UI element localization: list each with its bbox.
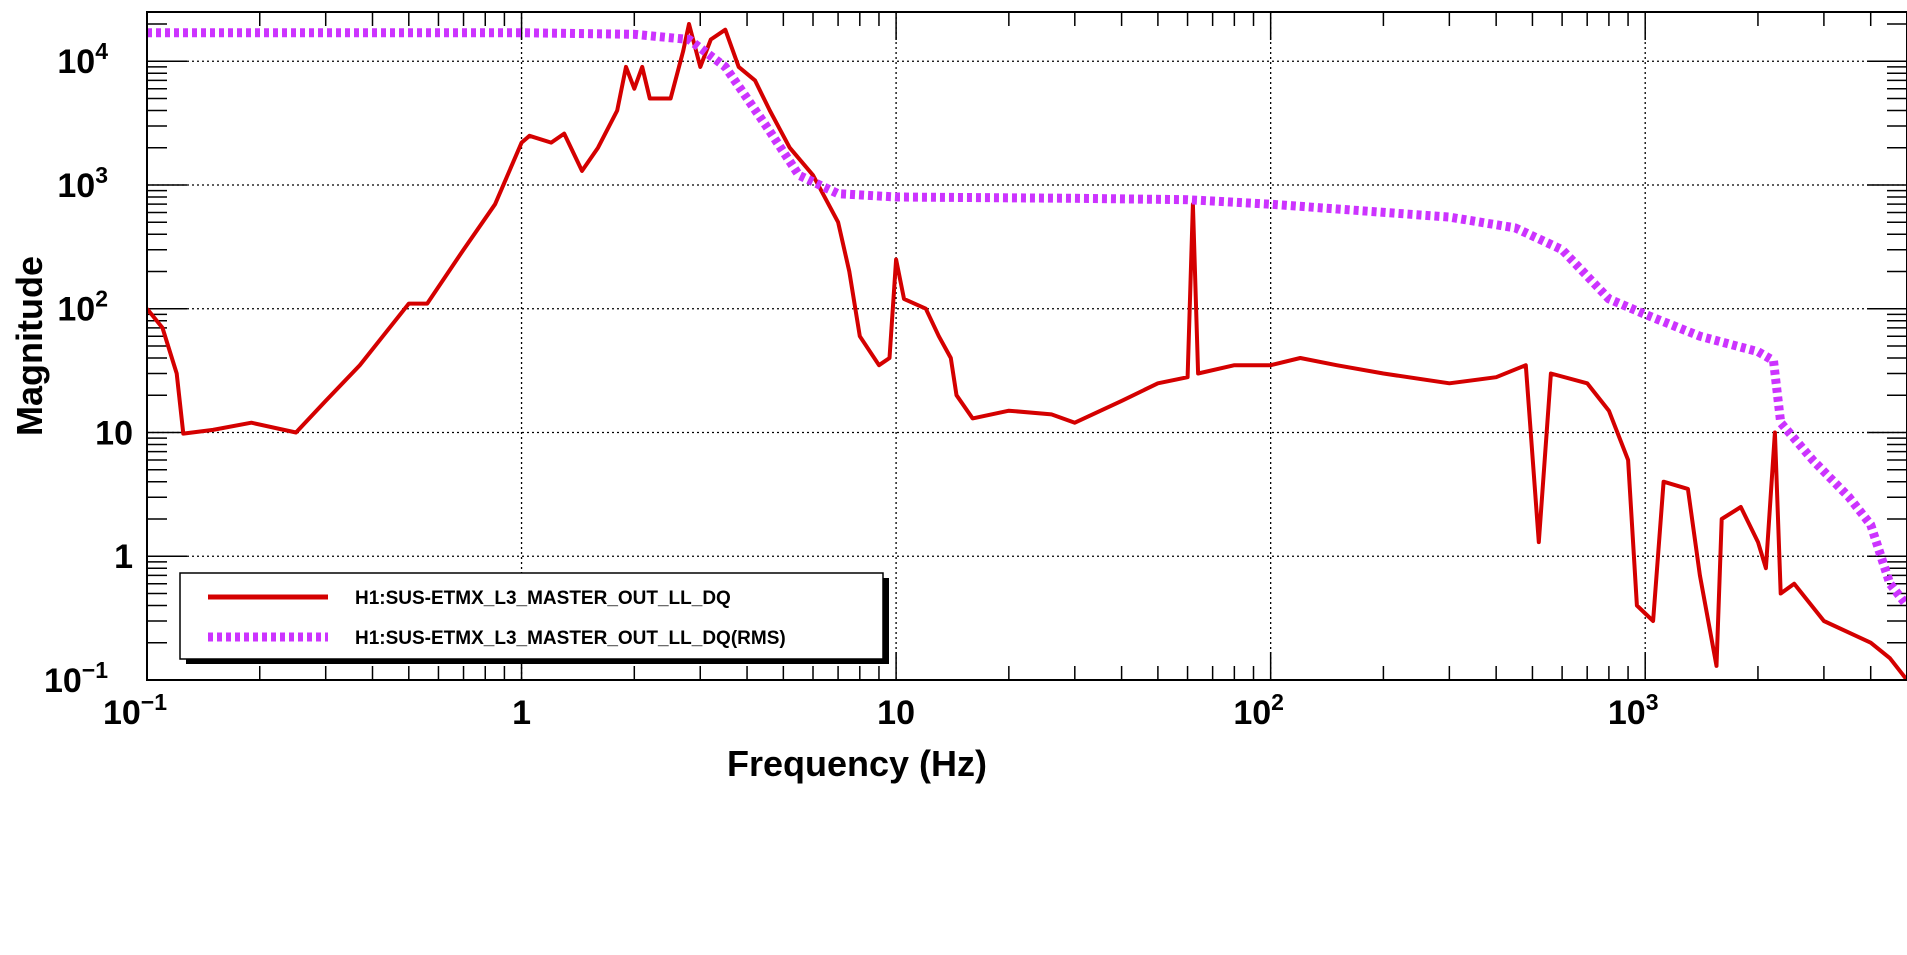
grid-lines — [147, 12, 1907, 680]
axis-ticks — [146, 12, 1907, 681]
x-tick-labels: 10−1 1 10 102 103 — [103, 689, 1659, 732]
x-tick-label: 102 — [1233, 689, 1284, 732]
legend-label-series-1: H1:SUS-ETMX_L3_MASTER_OUT_LL_DQ — [355, 588, 731, 609]
y-tick-label: 103 — [57, 162, 108, 205]
x-tick-label: 103 — [1608, 689, 1659, 732]
legend-label-series-2: H1:SUS-ETMX_L3_MASTER_OUT_LL_DQ(RMS) — [355, 628, 786, 649]
legend-box — [179, 572, 884, 660]
series-line-2 — [147, 28, 1907, 609]
x-tick-label: 10−1 — [103, 689, 167, 732]
y-tick-label: 10 — [95, 414, 133, 452]
x-tick-label: 1 — [512, 694, 531, 732]
x-axis-title: Frequency (Hz) — [727, 743, 987, 784]
legend: H1:SUS-ETMX_L3_MASTER_OUT_LL_DQ H1:SUS-E… — [179, 572, 889, 664]
y-tick-labels: 10−1 1 10 102 103 104 — [44, 38, 133, 700]
plot-frame — [146, 11, 1907, 681]
series-layer — [147, 22, 1907, 680]
y-tick-label: 10−1 — [44, 657, 108, 700]
y-tick-label: 102 — [57, 286, 108, 329]
series-line-1 — [147, 22, 1907, 680]
y-tick-label: 104 — [57, 38, 108, 81]
plot-area — [147, 22, 1907, 680]
y-axis-title: Magnitude — [9, 256, 50, 436]
y-tick-label: 1 — [114, 538, 133, 576]
x-tick-label: 10 — [877, 694, 915, 732]
